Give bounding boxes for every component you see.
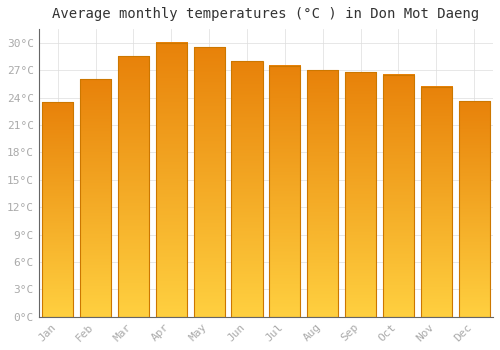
Bar — [307, 70, 338, 317]
Bar — [458, 101, 490, 317]
Bar — [194, 47, 224, 317]
Bar — [232, 61, 262, 317]
Bar — [156, 43, 187, 317]
Bar — [80, 79, 111, 317]
Bar — [270, 65, 300, 317]
Bar — [42, 102, 74, 317]
Bar — [383, 75, 414, 317]
Bar — [421, 86, 452, 317]
Bar — [345, 72, 376, 317]
Title: Average monthly temperatures (°C ) in Don Mot Daeng: Average monthly temperatures (°C ) in Do… — [52, 7, 480, 21]
Bar — [118, 56, 149, 317]
